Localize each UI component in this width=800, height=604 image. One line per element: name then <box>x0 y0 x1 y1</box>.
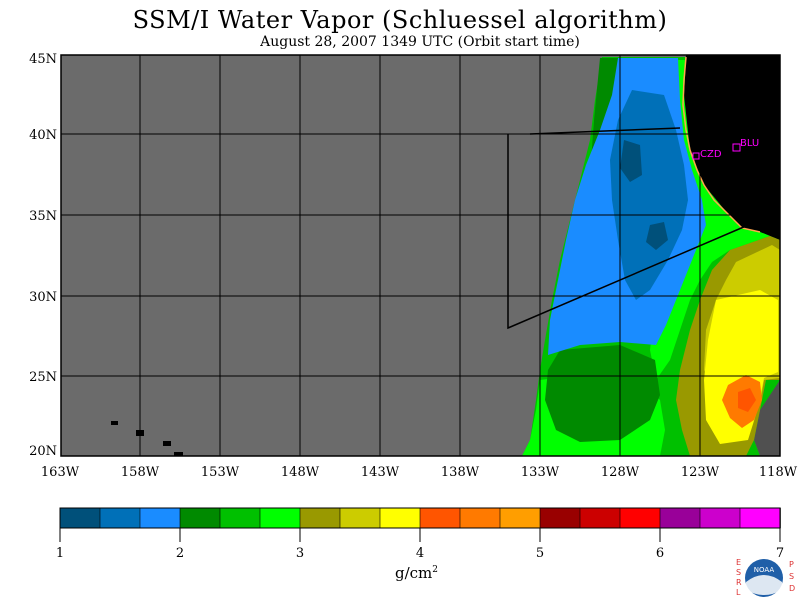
lon-label-118w: 118W <box>759 465 798 480</box>
map-subtitle: August 28, 2007 1349 UTC (Orbit start ti… <box>260 34 580 50</box>
logo-letter-l: L <box>736 588 741 597</box>
colorbar-tick-label-2: 2 <box>176 546 184 561</box>
swath-dark-blue-2 <box>646 222 668 250</box>
colorbar-swatch-15 <box>659 507 701 529</box>
land-area <box>683 55 780 240</box>
colorbar-swatch-5 <box>259 507 301 529</box>
colorbar-swatch-17 <box>739 507 781 529</box>
logo-letter-r: R <box>736 578 742 587</box>
colorbar-swatch-4 <box>219 507 261 529</box>
colorbar-swatch-0 <box>59 507 101 529</box>
station-blu-label: BLU <box>740 138 759 149</box>
station-czd-label: CZD <box>700 149 722 160</box>
colorbar-tick-label-3: 3 <box>296 546 304 561</box>
colorbar-swatch-12 <box>539 507 581 529</box>
lon-label-123w: 123W <box>681 465 720 480</box>
colorbar-swatch-7 <box>339 507 381 529</box>
colorbar <box>59 507 781 529</box>
station-czd: CZD <box>692 149 722 160</box>
lat-label-25n: 25N <box>29 370 57 385</box>
lon-label-148w: 148W <box>281 465 320 480</box>
colorbar-swatch-2 <box>139 507 181 529</box>
colorbar-tick-label-7: 7 <box>776 546 784 561</box>
lon-label-163w: 163W <box>41 465 80 480</box>
swath-dark-blue-1 <box>620 140 642 182</box>
colorbar-swatch-14 <box>619 507 661 529</box>
colorbar-tick-label-6: 6 <box>656 546 664 561</box>
colorbar-swatch-11 <box>499 507 541 529</box>
latitude-labels: 45N 40N 35N 30N 25N 20N <box>29 52 57 459</box>
graticule <box>61 55 780 456</box>
lon-label-158w: 158W <box>121 465 160 480</box>
logo-letter-p: P <box>789 560 794 569</box>
lon-label-138w: 138W <box>441 465 480 480</box>
logo-letter-s2: S <box>789 572 794 581</box>
land-baja <box>754 380 780 456</box>
swath-dark-green-south <box>545 345 660 442</box>
colorbar-swatch-3 <box>179 507 221 529</box>
colorbar-swatch-13 <box>579 507 621 529</box>
colorbar-swatch-9 <box>419 507 461 529</box>
colorbar-swatch-1 <box>99 507 141 529</box>
colorbar-tick-label-5: 5 <box>536 546 544 561</box>
lon-label-133w: 133W <box>521 465 560 480</box>
lat-label-35n: 35N <box>29 209 57 224</box>
lat-label-30n: 30N <box>29 290 57 305</box>
logo-letter-d: D <box>789 584 795 593</box>
logo-letter-s: S <box>736 568 741 577</box>
logo-letter-e: E <box>736 558 741 567</box>
colorbar-units: g/cm2 <box>395 564 438 582</box>
station-blu: BLU <box>732 138 759 152</box>
colorbar-tick-label-1: 1 <box>56 546 64 561</box>
lon-label-128w: 128W <box>601 465 640 480</box>
colorbar-swatch-8 <box>379 507 421 529</box>
colorbar-swatch-16 <box>699 507 741 529</box>
colorbar-swatch-6 <box>299 507 341 529</box>
map-frame <box>60 54 781 457</box>
units-base: g/cm <box>395 564 433 582</box>
units-exponent: 2 <box>432 565 439 575</box>
analysis-wedge-left <box>507 134 747 330</box>
lat-label-40n: 40N <box>29 128 57 143</box>
lon-label-143w: 143W <box>361 465 400 480</box>
colorbar-swatch-10 <box>459 507 501 529</box>
swath-yellow <box>704 290 778 444</box>
swath-red-orange <box>738 388 756 412</box>
noaa-logo-text: NOAA <box>754 566 775 574</box>
colorbar-tick-label-4: 4 <box>416 546 424 561</box>
lon-label-153w: 153W <box>201 465 240 480</box>
coastline <box>682 56 761 233</box>
lat-label-45n: 45N <box>29 52 57 67</box>
analysis-wedge-outline <box>529 127 681 135</box>
esrl-psd-logo: E S R L NOAA P S D <box>732 556 798 600</box>
longitude-labels: 163W 158W 153W 148W 143W 138W 133W 128W … <box>41 465 798 480</box>
colorbar-ticks: 1 2 3 4 5 6 7 <box>56 528 784 561</box>
map-title: SSM/I Water Vapor (Schluessel algorithm) <box>132 6 668 34</box>
lat-label-20n: 20N <box>29 444 57 459</box>
